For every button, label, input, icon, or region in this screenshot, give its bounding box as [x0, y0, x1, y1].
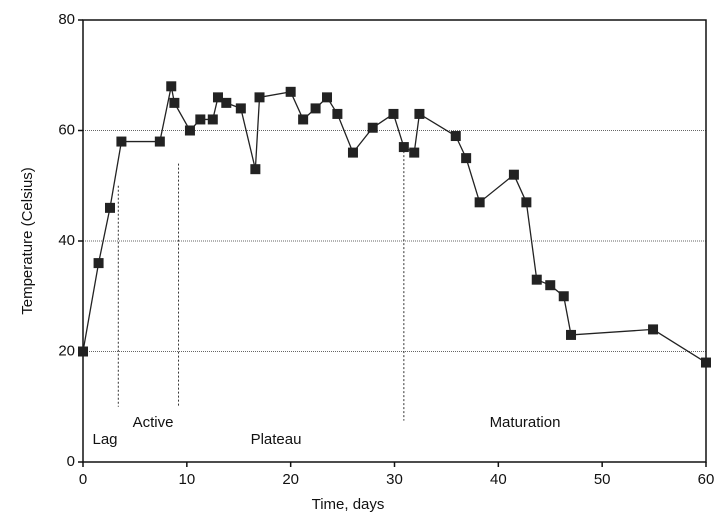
point — [521, 197, 532, 208]
plot-frame — [82, 19, 707, 463]
x-tick-label: 30 — [386, 471, 403, 488]
point — [414, 108, 425, 119]
x-tick-label: 60 — [698, 471, 715, 488]
y-tick-label: 20 — [58, 342, 75, 359]
point — [207, 114, 218, 125]
point — [254, 92, 265, 103]
annotation: Maturation — [490, 414, 561, 431]
x-tick-label: 0 — [79, 471, 87, 488]
point — [310, 103, 321, 114]
point — [221, 97, 232, 108]
point — [250, 164, 261, 175]
annotation: Plateau — [251, 431, 302, 448]
point — [104, 202, 115, 213]
point — [367, 122, 378, 133]
series-line — [82, 86, 707, 364]
point — [461, 153, 472, 164]
point — [212, 92, 223, 103]
x-tick-label: 20 — [282, 471, 299, 488]
point — [235, 103, 246, 114]
y-tick-label: 0 — [67, 453, 75, 470]
point — [566, 329, 577, 340]
point — [545, 280, 556, 291]
point — [154, 136, 165, 147]
x-tick-label: 10 — [178, 471, 195, 488]
point — [409, 147, 420, 158]
point — [347, 147, 358, 158]
point — [388, 108, 399, 119]
y-axis-label: Temperature (Celsius) — [19, 167, 36, 315]
point — [285, 86, 296, 97]
point — [332, 108, 343, 119]
point — [93, 258, 104, 269]
point — [184, 125, 195, 136]
y-tick-label: 80 — [58, 11, 75, 28]
annotation: Lag — [92, 431, 117, 448]
point — [648, 324, 659, 335]
point — [531, 274, 542, 285]
point — [78, 346, 88, 357]
point — [169, 97, 180, 108]
point — [166, 81, 177, 92]
x-tick-label: 40 — [490, 471, 507, 488]
y-tick-label: 40 — [58, 232, 75, 249]
point — [450, 131, 461, 142]
point — [298, 114, 309, 125]
point — [508, 169, 519, 180]
point — [701, 357, 711, 368]
point — [116, 136, 127, 147]
point — [195, 114, 206, 125]
point — [558, 291, 569, 302]
point — [322, 92, 333, 103]
y-tick-label: 60 — [58, 121, 75, 138]
point — [398, 142, 409, 153]
annotation: Active — [133, 414, 174, 431]
x-tick-label: 50 — [594, 471, 611, 488]
x-axis-label: Time, days — [312, 496, 385, 513]
point — [474, 197, 485, 208]
